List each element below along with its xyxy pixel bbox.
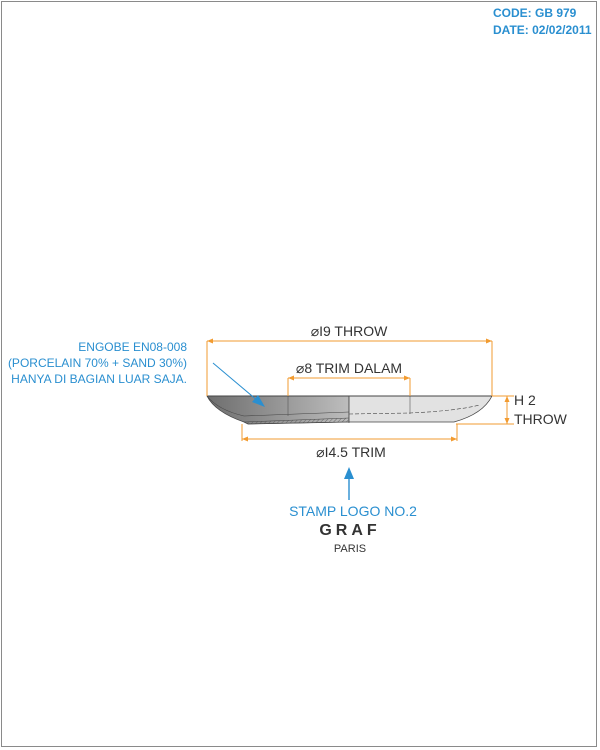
date-label: DATE: 02/02/2011 [493,23,592,37]
stamp-city: PARIS [334,543,366,555]
engobe-note: ENGOBE EN08-008 (PORCELAIN 70% + SAND 30… [8,340,187,386]
trim-diameter-label: ⌀I4.5 TRIM [316,444,386,460]
dimension-height [456,395,514,425]
stamp-arrow [344,467,354,500]
engobe-note-line1: ENGOBE EN08-008 [78,340,187,354]
trim-dalam-label: ⌀8 TRIM DALAM [296,360,402,376]
engobe-note-line3: HANYA DI BAGIAN LUAR SAJA. [11,372,187,386]
stamp-brand: GRAF [319,522,380,539]
height-value-label: H 2 [514,392,536,408]
code-label: CODE: GB 979 [493,6,577,20]
height-throw-label: THROW [514,411,568,427]
engobe-leader-arrow [212,362,265,407]
plate-section-left [206,395,350,425]
dimension-trim-dalam [287,375,411,396]
throw-diameter-label: ⌀I9 THROW [311,323,388,339]
engobe-note-line2: (PORCELAIN 70% + SAND 30%) [8,356,187,370]
dimension-trim-diameter [241,424,458,442]
stamp-label: STAMP LOGO NO.2 [289,503,417,519]
dimension-throw-diameter [206,338,493,396]
plate-elevation-right [348,395,493,423]
